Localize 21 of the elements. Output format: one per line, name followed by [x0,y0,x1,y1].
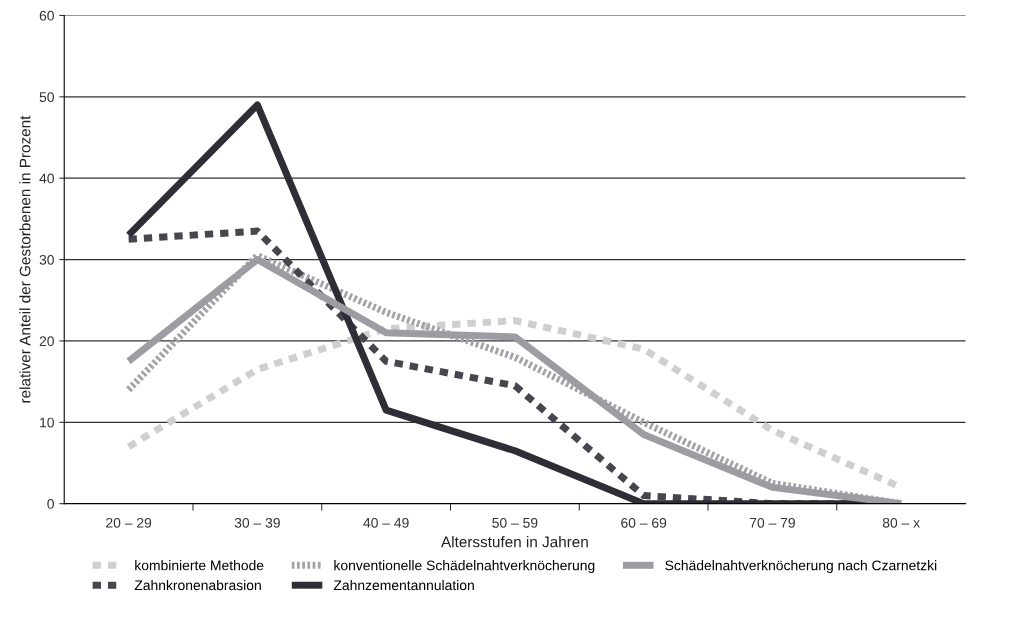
y-tick-label: 30 [39,254,54,265]
x-tick-label: 50 – 59 [492,517,538,528]
x-tick-label: 70 – 79 [749,517,795,528]
y-tick-label: 0 [47,499,54,509]
y-tick-label: 60 [39,10,54,21]
y-tick-label: 40 [39,173,54,184]
legend-label: Zahnzementannulation [333,580,474,591]
legend-label: kombinierte Methode [135,560,264,571]
y-tick-label: 10 [40,417,54,428]
x-tick-label: 40 – 49 [363,517,409,528]
y-tick-label: 50 [39,92,54,102]
x-tick-label: 30 – 39 [234,517,280,528]
legend-label: Zahnkronenabrasion [134,580,261,591]
y-axis-title: relativer Anteil der Gestorbenen in Prozent [19,115,31,403]
y-tick-label: 20 [39,336,54,347]
x-tick-label: 20 – 29 [106,517,152,528]
x-tick-label: 60 – 69 [621,517,667,528]
legend-label: konventionelle Schädelnahtverknöcherung [334,560,595,574]
x-axis-title: Altersstufen in Jahren [441,536,588,548]
legend-label: Schädelnahtverknöcherung nach Czarnetzki [665,560,937,574]
x-tick-label: 80 – x [882,517,920,528]
